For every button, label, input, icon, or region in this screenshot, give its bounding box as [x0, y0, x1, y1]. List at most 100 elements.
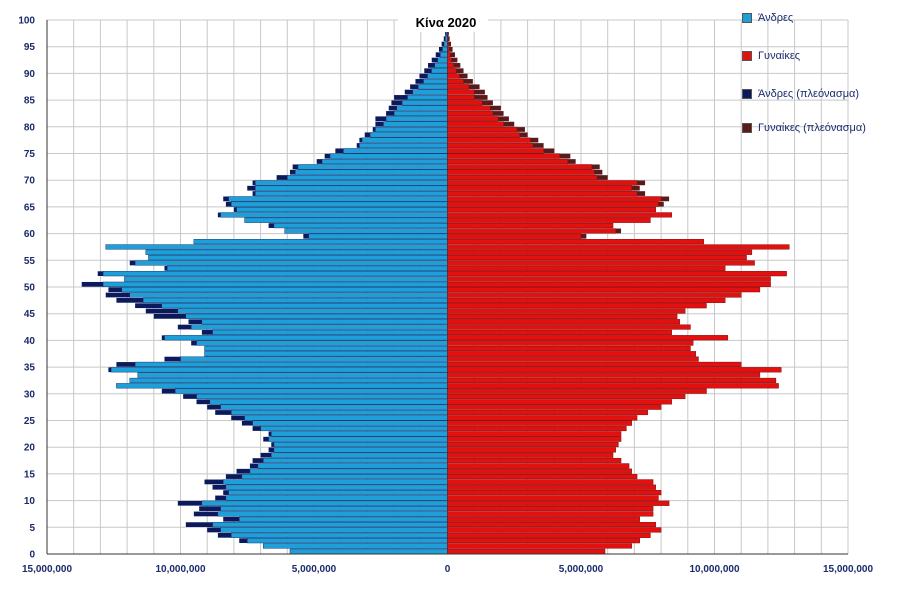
legend-label-men: Άνδρες — [758, 12, 794, 24]
bar-men — [231, 409, 448, 416]
y-tick-label: 90 — [24, 69, 36, 80]
bar-women — [447, 522, 656, 528]
bar-men-surplus — [431, 57, 438, 63]
bar-men — [252, 420, 448, 426]
bar-women — [447, 457, 622, 464]
bar-men — [445, 36, 448, 42]
bar-men-surplus — [236, 468, 250, 474]
bar-women — [447, 260, 755, 266]
bar-men — [142, 297, 448, 303]
bar-men — [271, 431, 448, 437]
bar-men-surplus — [225, 201, 232, 207]
bar-women — [447, 116, 499, 122]
bar-women — [447, 474, 638, 480]
bar-women — [447, 239, 705, 245]
bar-men — [134, 361, 448, 367]
bar-women — [447, 447, 616, 453]
bar-women — [447, 506, 654, 512]
bar-men — [369, 132, 448, 138]
bar-men-surplus — [225, 474, 242, 479]
bar-men — [437, 57, 448, 63]
bar-men-surplus — [196, 399, 210, 405]
bar-men-surplus — [419, 73, 428, 79]
bar-women — [447, 62, 454, 68]
y-tick-label: 70 — [24, 176, 36, 187]
bar-men-surplus — [359, 137, 363, 143]
bar-men-surplus — [164, 265, 168, 271]
bar-men — [193, 239, 448, 245]
bar-men — [102, 271, 448, 277]
bar-men — [236, 206, 448, 213]
y-tick-label: 5 — [29, 523, 35, 534]
bar-men — [145, 249, 448, 255]
bar-men — [209, 399, 448, 405]
bar-men-surplus — [388, 105, 397, 111]
bar-men — [116, 383, 448, 389]
bar-men — [231, 201, 448, 207]
bar-men-surplus — [292, 164, 298, 170]
bar-men — [393, 110, 448, 117]
bar-men-surplus — [145, 308, 178, 314]
bar-women — [447, 41, 449, 47]
bar-men — [196, 340, 448, 346]
bar-men — [273, 441, 448, 448]
bars — [81, 25, 790, 554]
bar-men — [217, 511, 448, 517]
legend-swatch-men — [742, 13, 752, 23]
bar-women — [447, 297, 726, 303]
bar-women-surplus — [447, 30, 449, 36]
bar-men-surplus — [185, 522, 213, 527]
bar-men — [174, 388, 448, 394]
y-tick-label: 95 — [24, 42, 36, 53]
bar-women-surplus — [594, 169, 603, 175]
bar-men — [263, 457, 448, 464]
bar-women — [447, 319, 680, 325]
y-tick-label: 25 — [24, 416, 36, 427]
bar-women — [447, 484, 656, 490]
bar-men — [442, 46, 448, 52]
bar-men-surplus — [204, 479, 224, 485]
bar-men-surplus — [335, 148, 344, 154]
bar-women — [447, 292, 742, 298]
y-tick-label: 20 — [24, 443, 36, 454]
bar-men — [375, 126, 448, 133]
bar-women-surplus — [516, 127, 525, 132]
bar-women — [447, 409, 648, 416]
legend-item-women: Γυναίκες — [742, 50, 800, 62]
bar-men — [212, 522, 448, 528]
bar-women-surplus — [543, 148, 555, 154]
legend-item-women-surplus: Γυναίκες (πλεόνασμα) — [742, 122, 866, 134]
bar-women-surplus — [451, 57, 458, 63]
title-background — [398, 14, 488, 32]
bar-men-surplus — [177, 500, 202, 506]
bar-men-surplus — [424, 68, 432, 74]
bar-men — [244, 415, 448, 421]
bar-men — [417, 84, 448, 90]
bar-women — [447, 511, 654, 517]
bar-men-surplus — [247, 185, 256, 191]
bar-men-surplus — [249, 463, 258, 469]
bar-men — [295, 169, 448, 175]
bar-men — [401, 100, 448, 106]
bar-men — [423, 78, 448, 84]
bar-men — [166, 265, 448, 271]
bar-men — [190, 324, 448, 330]
bar-women — [447, 516, 640, 522]
bar-women-surplus — [482, 100, 493, 106]
bar-women — [447, 52, 451, 58]
bar-women — [447, 169, 595, 175]
bar-men-surplus — [116, 362, 136, 367]
bar-men-surplus — [324, 153, 331, 159]
bar-men — [385, 116, 448, 122]
bar-men — [164, 335, 448, 341]
bar-men-surplus — [153, 314, 186, 319]
bar-men-surplus — [183, 394, 197, 399]
bar-women — [447, 420, 632, 426]
bar-men-surplus — [445, 30, 447, 36]
bar-women — [447, 84, 470, 90]
bar-women — [447, 57, 452, 63]
bar-women — [447, 393, 686, 400]
bar-men-surplus — [81, 281, 104, 287]
bar-women-surplus — [450, 52, 455, 58]
